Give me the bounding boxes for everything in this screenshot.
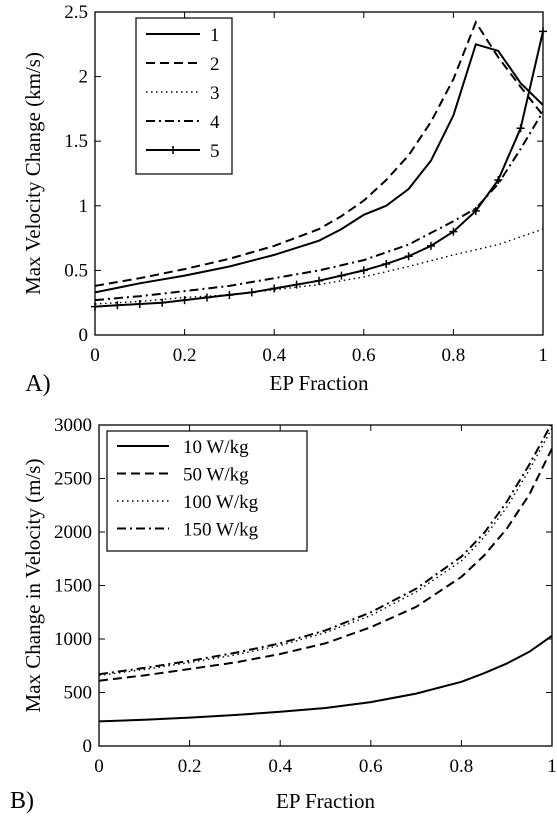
y-tick-label: 500 [64,683,93,704]
plot-frame [94,11,544,336]
y-tick-label: 2500 [54,469,92,490]
legend-label: 3 [210,83,220,104]
y-tick-label: 2 [79,67,89,88]
legend: 10 W/kg 50 W/kg 100 W/kg 150 W/kg [106,430,308,552]
series-marker [337,271,346,280]
chart-panel-a: 0 0.2 0.4 0.6 0.8 1 0 0.5 1 1.5 2 2.5 EP Fraction Max… [21,2,548,397]
y-axis-label: Max Change in Velocity (m/s) [21,459,45,713]
x-tick-label: 0 [94,756,104,777]
panel-label: B) [10,788,34,814]
series-marker [382,259,391,268]
y-tick-label: 1500 [54,576,92,597]
series-line-2 [95,20,543,287]
x-tick-label: 0.2 [173,345,197,366]
series-marker [180,296,189,305]
legend-label: 2 [210,54,220,75]
x-tick-label: 0.4 [262,345,286,366]
series-marker [91,302,99,311]
legend-label: 50 W/kg [183,465,249,486]
series-marker [359,266,368,275]
y-tick-label: 2000 [54,522,92,543]
series-marker [494,175,503,184]
legend-label: 5 [210,141,220,162]
x-tick-label: 0 [90,345,100,366]
x-tick-label: 0.6 [352,345,376,366]
legend-label: 150 W/kg [183,520,259,541]
series-line-150-w-kg [99,425,552,676]
series-marker [135,299,144,308]
x-tick-label: 1 [538,345,548,366]
series-marker [225,290,234,299]
x-tick-label: 0.2 [178,756,202,777]
y-tick-label: 0 [83,736,93,757]
series-line-10-w-kg [99,634,552,723]
x-tick-label: 0.8 [442,345,466,366]
y-tick-label: 1.5 [64,131,88,152]
y-tick-label: 3000 [54,415,92,436]
legend: 1 2 3 4 5 [135,17,233,175]
y-tick-label: 0.5 [64,260,88,281]
legend-label: 100 W/kg [183,492,259,513]
legend-label: 4 [210,112,220,133]
legend-box [106,430,308,552]
series-marker [471,206,480,215]
x-axis-label: EP Fraction [276,789,375,813]
series-marker [247,288,256,297]
series-marker [449,227,458,236]
series-marker [539,27,547,36]
series-marker [516,124,525,133]
y-tick-label: 1000 [54,629,92,650]
series-line-4 [95,110,543,302]
chart-panel-b: 0 0.2 0.4 0.6 0.8 1 0 500 1000 1500 2000 2500 3000 EP… [10,415,557,814]
x-tick-label: 0.6 [359,756,383,777]
x-tick-label: 0.4 [268,756,292,777]
series-marker [315,276,323,285]
legend-label: 10 W/kg [183,437,249,458]
y-axis-label: Max Velocity Change (km/s) [21,52,45,295]
series-marker [270,284,279,293]
series-line-50-w-kg [99,448,552,682]
series-marker [427,241,435,250]
x-tick-label: 1 [547,756,557,777]
x-tick-label: 0.8 [450,756,474,777]
y-tick-label: 0 [79,325,89,346]
series-marker [158,298,167,307]
legend-label: 1 [210,25,220,46]
panel-label: A) [25,371,50,397]
legend-marker [169,146,177,154]
series-marker [113,301,122,310]
x-axis-label: EP Fraction [270,371,369,395]
series-line-100-w-kg [99,427,552,677]
y-tick-label: 1 [79,196,89,217]
series-line-1 [95,43,543,294]
y-tick-label: 2.5 [64,2,88,23]
series-marker [292,280,301,289]
legend-box [135,17,233,175]
series-marker [203,293,211,302]
series-marker [404,252,413,261]
